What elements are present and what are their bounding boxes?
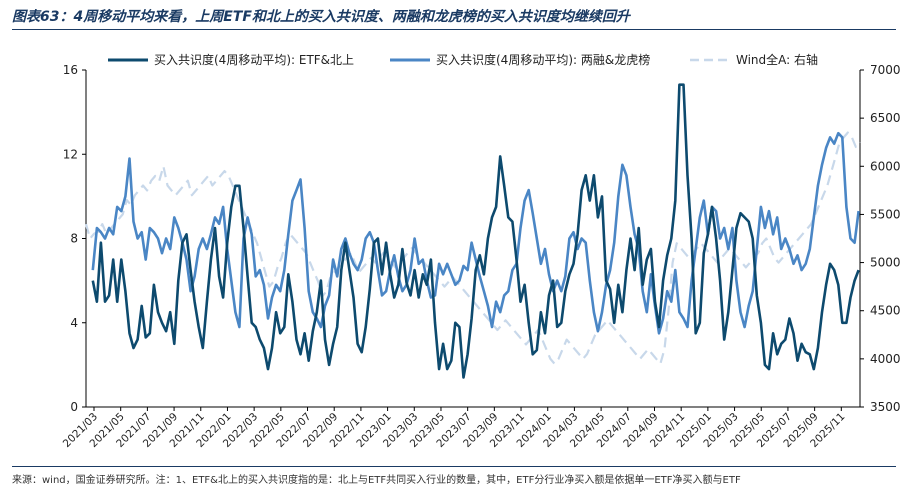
legend-label: 买入共识度(4周移动平均): 两融&龙虎榜 xyxy=(436,52,650,67)
legend-label: Wind全A: 右轴 xyxy=(736,52,818,67)
legend-label: 买入共识度(4周移动平均): ETF&北上 xyxy=(154,52,354,67)
right-y-tick-label: 5500 xyxy=(870,207,901,221)
left-y-tick-label: 16 xyxy=(63,63,78,77)
chart-legend: 买入共识度(4周移动平均): ETF&北上 买入共识度(4周移动平均): 两融&龙… xyxy=(108,52,818,67)
series-line-margin-lhb xyxy=(91,131,860,335)
right-y-tick-label: 7000 xyxy=(870,63,901,77)
left-y-tick-label: 0 xyxy=(70,400,78,414)
right-y-tick-label: 6500 xyxy=(870,111,901,125)
left-y-tick-label: 4 xyxy=(70,316,78,330)
right-y-tick-label: 4500 xyxy=(870,304,901,318)
chart-title: 图表63：4周移动平均来看，上周ETF和北上的买入共识度、两融和龙虎榜的买入共识… xyxy=(12,9,630,25)
series-line-wind-all-a xyxy=(84,131,861,365)
left-y-tick-label: 12 xyxy=(63,147,78,161)
right-y-tick-label: 6000 xyxy=(870,159,901,173)
footer-divider xyxy=(12,466,896,467)
right-y-tick-label: 4000 xyxy=(870,352,901,366)
right-y-tick-label: 5000 xyxy=(870,256,901,270)
chart-series xyxy=(84,83,861,379)
right-y-tick-label: 3500 xyxy=(870,400,901,414)
series-line-etf-north xyxy=(91,83,860,379)
left-y-tick-label: 8 xyxy=(70,232,78,246)
source-note: 来源：wind，国金证券研究所。注：1、ETF&北上的买入共识度指的是：北上与E… xyxy=(12,475,741,486)
title-divider xyxy=(12,29,896,30)
